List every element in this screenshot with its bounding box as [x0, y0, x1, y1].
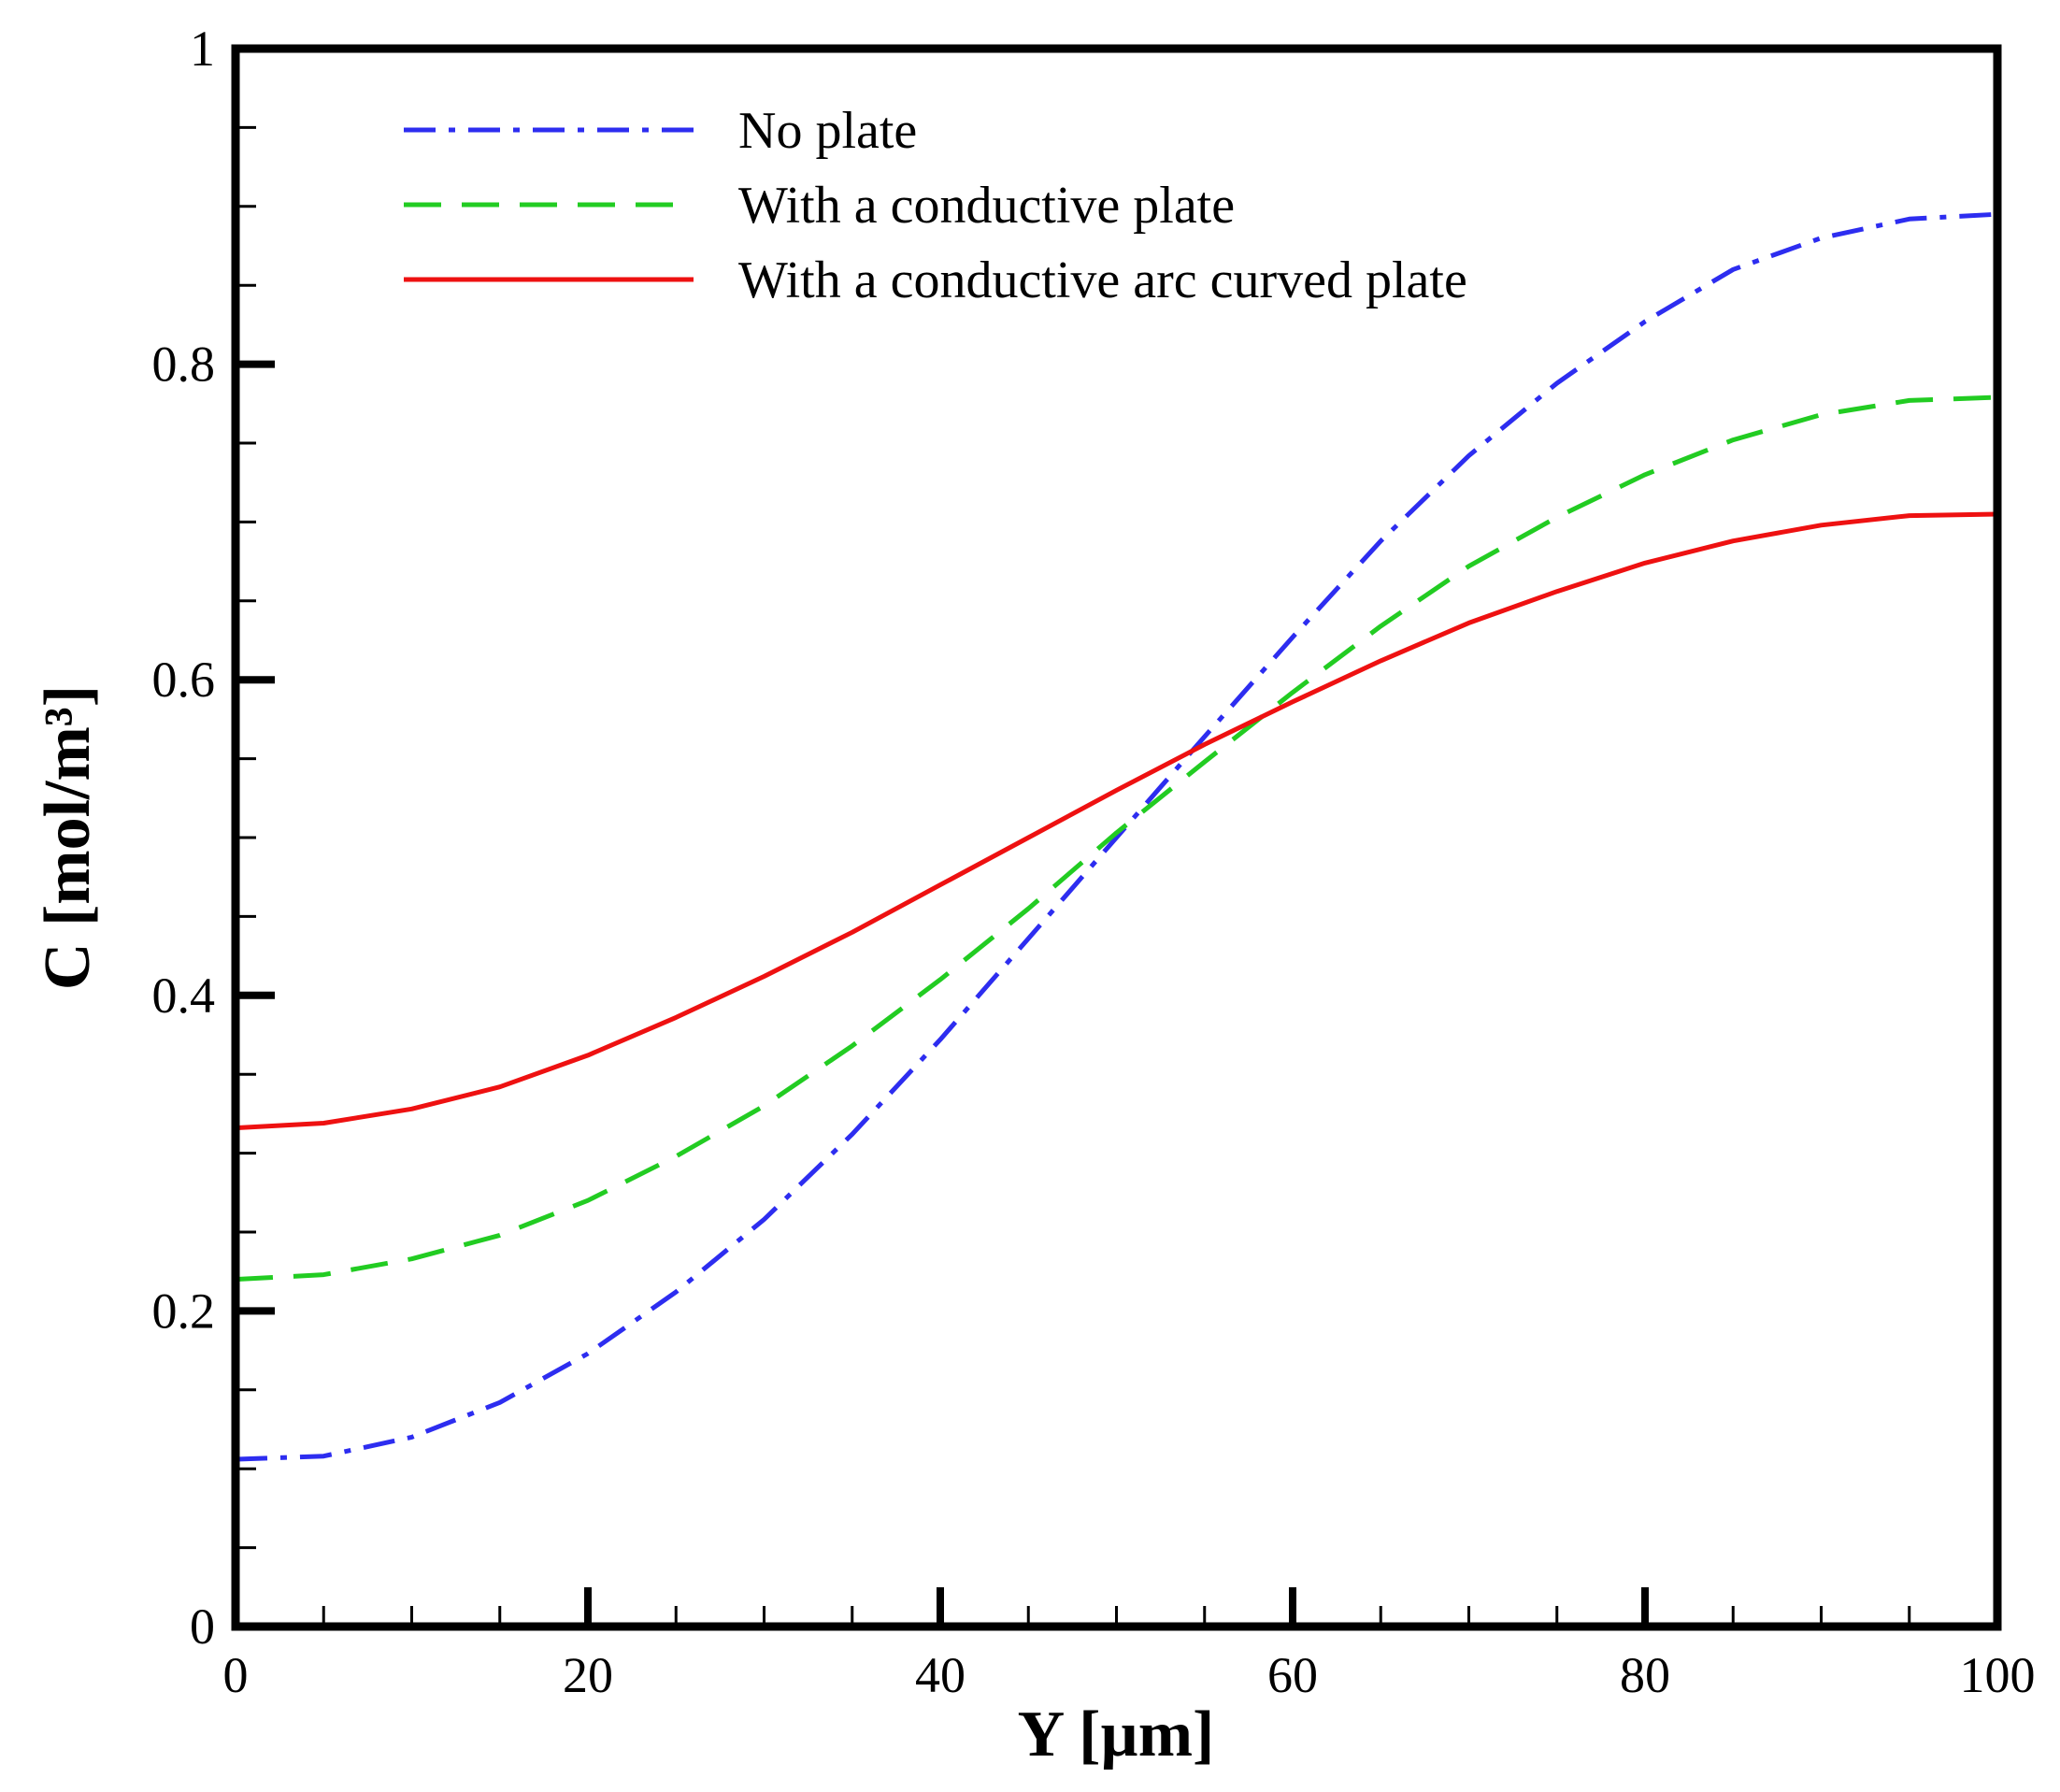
series-line-1 — [235, 211, 1998, 1462]
plot-frame — [231, 44, 2002, 1631]
series-layer — [235, 211, 1998, 1462]
x-tick-label: 0 — [223, 1647, 249, 1703]
y-tick-label: 0 — [190, 1598, 215, 1655]
y-tick-label: 0.6 — [152, 652, 216, 708]
y-tick-label: 0.8 — [152, 337, 216, 393]
x-tick-label: 40 — [915, 1647, 966, 1703]
y-tick-label: 0.4 — [152, 968, 216, 1024]
minor-ticks — [236, 125, 1911, 1627]
major-ticks — [236, 360, 1649, 1627]
legend-label-3: With a conductive arc curved plate — [738, 251, 1467, 309]
legend: No plate With a conductive plate With a co… — [404, 102, 1467, 309]
legend-label-1: No plate — [738, 102, 917, 160]
y-tick-labels: 0 0.2 0.4 0.6 0.8 1 — [152, 21, 216, 1655]
x-tick-label: 60 — [1267, 1647, 1318, 1703]
y-tick-label: 1 — [190, 21, 215, 77]
x-tick-label: 80 — [1620, 1647, 1670, 1703]
x-tick-label: 20 — [563, 1647, 613, 1703]
y-axis-title: C [mol/m³] — [32, 685, 104, 990]
x-tick-labels: 0 20 40 60 80 100 — [223, 1647, 2036, 1703]
x-tick-label: 100 — [1960, 1647, 2036, 1703]
legend-label-2: With a conductive plate — [738, 177, 1235, 235]
series-line-2 — [235, 394, 1998, 1283]
x-axis-title: Y [µm] — [1018, 1699, 1215, 1770]
y-tick-label: 0.2 — [152, 1283, 216, 1339]
series-line-3 — [235, 511, 1998, 1131]
